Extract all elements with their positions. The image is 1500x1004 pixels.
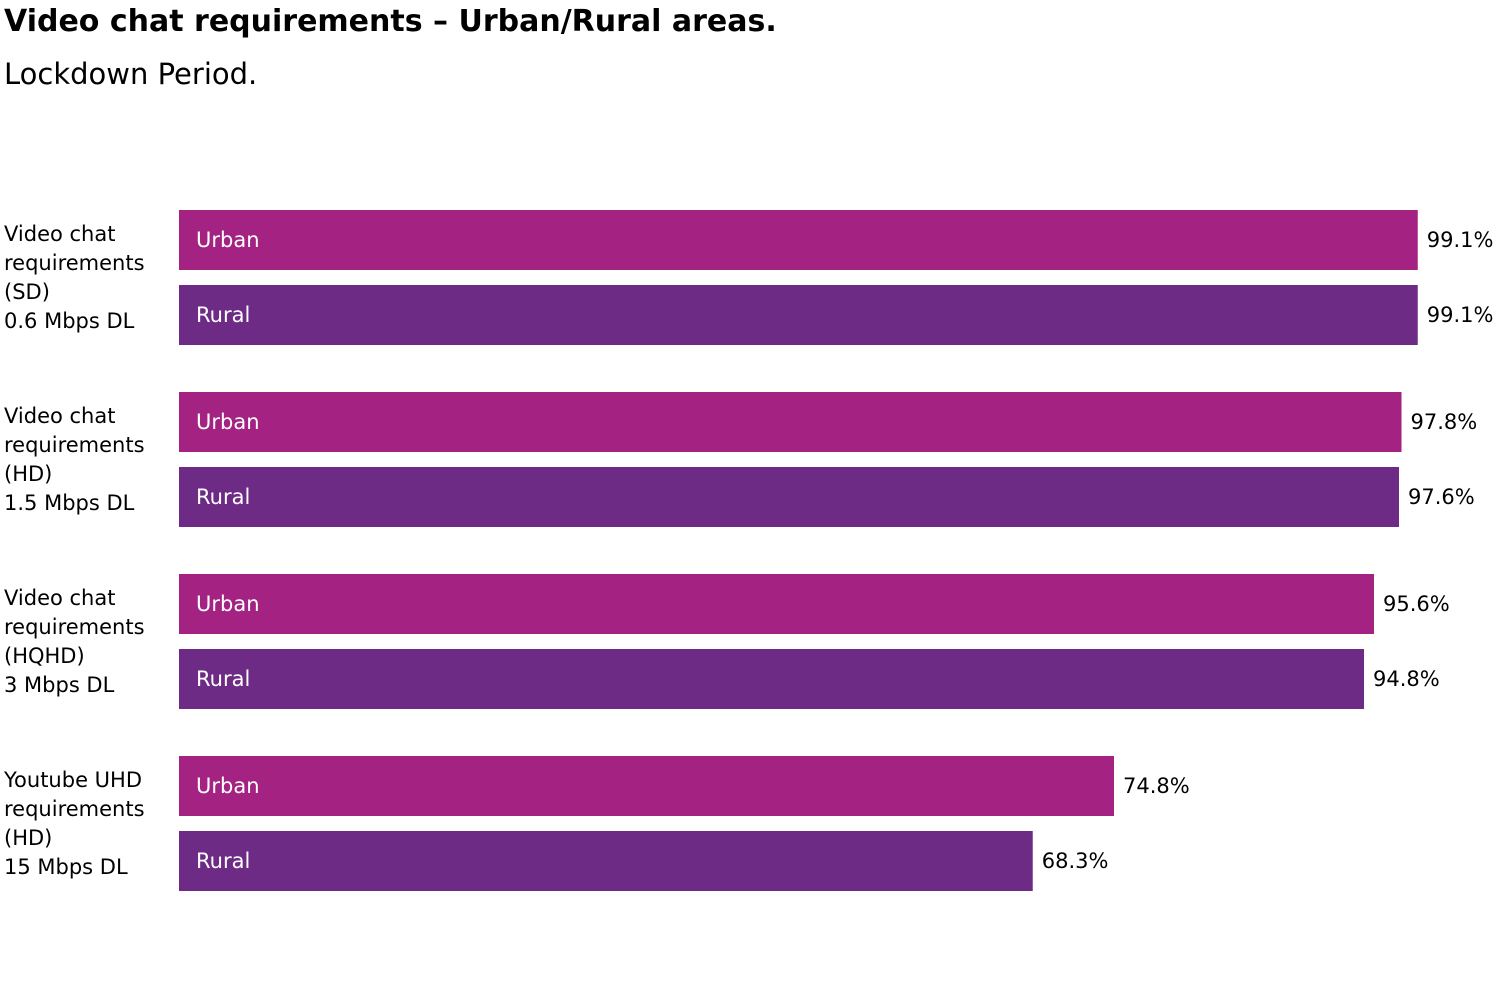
category-label-line: requirements [4,251,145,275]
category-label-line: (HD) [4,462,52,486]
bar-series-label: Urban [196,774,260,798]
category-label-line: Video chat [4,586,115,610]
bar-value-label: 74.8% [1123,774,1190,798]
chart-title: Video chat requirements – Urban/Rural ar… [4,4,777,39]
category-label-line: 3 Mbps DL [4,673,115,697]
bar [179,467,1399,527]
bar-series-label: Rural [196,849,250,873]
category-label-line: 15 Mbps DL [4,855,128,879]
bar [179,285,1418,345]
category-label: Video chat requirements (HQHD) 3 Mbps DL [4,586,145,697]
bar-series-label: Urban [196,410,260,434]
bar-value-label: 97.6% [1408,485,1475,509]
category-label-line: requirements [4,615,145,639]
bar [179,210,1418,270]
bar [179,574,1374,634]
category-label-line: (SD) [4,280,50,304]
bar-series-label: Rural [196,667,250,691]
chart-subtitle: Lockdown Period. [4,57,258,91]
bar [179,756,1114,816]
bar-value-label: 97.8% [1411,410,1478,434]
category-label-line: Video chat [4,404,115,428]
category-label-line: (HD) [4,826,52,850]
bar-value-label: 94.8% [1373,667,1440,691]
category-label: Video chat requirements (HD) 1.5 Mbps DL [4,404,145,515]
bar-series-label: Urban [196,592,260,616]
bar [179,392,1402,452]
bar-series-label: Rural [196,303,250,327]
category-label-line: (HQHD) [4,644,85,668]
bar-value-label: 68.3% [1042,849,1109,873]
category-label-line: requirements [4,797,145,821]
bar-value-label: 99.1% [1427,303,1494,327]
bar-value-label: 95.6% [1383,592,1450,616]
category-label: Video chat requirements (SD) 0.6 Mbps DL [4,222,145,333]
bar [179,831,1033,891]
bar-value-label: 99.1% [1427,228,1494,252]
bar [179,649,1364,709]
category-label-line: requirements [4,433,145,457]
category-label-line: 0.6 Mbps DL [4,309,135,333]
category-label-line: 1.5 Mbps DL [4,491,135,515]
bar-series-label: Urban [196,228,260,252]
category-label-line: Video chat [4,222,115,246]
category-label-line: Youtube UHD [3,768,142,792]
bar-series-label: Rural [196,485,250,509]
category-label: Youtube UHD requirements (HD) 15 Mbps DL [3,768,145,879]
